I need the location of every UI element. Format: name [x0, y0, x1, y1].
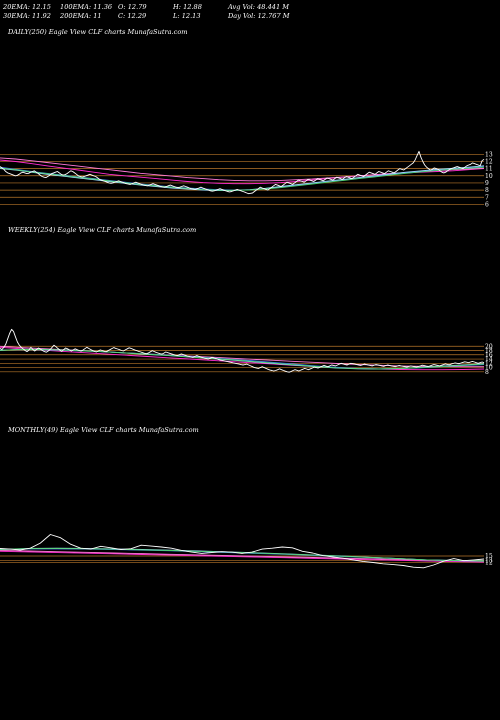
price-line [0, 534, 485, 569]
daily-panel-title: DAILY(250) Eagle View CLF charts MunafaS… [8, 28, 188, 36]
open-value: O: 12.79 [118, 3, 147, 11]
ema30-value: 30EMA: 11.92 [3, 12, 51, 20]
y-tick-label: 11 [485, 166, 493, 173]
indicator-header: 20EMA: 12.15 100EMA: 11.36 O: 12.79 H: 1… [0, 0, 500, 22]
ema200-value: 200EMA: 11 [60, 12, 102, 20]
y-tick-label: 6 [485, 201, 489, 208]
price-line [0, 150, 485, 195]
ema100-value: 100EMA: 11.36 [60, 3, 113, 11]
y-tick-label: 12 [485, 158, 493, 165]
price-line [0, 328, 485, 373]
ema-magenta-line [0, 550, 485, 563]
y-tick-label: 7 [485, 194, 489, 201]
y-tick-label: 13 [485, 557, 493, 564]
avg-volume-value: Avg Vol: 48.441 M [228, 3, 290, 11]
y-tick-label: 13 [485, 151, 493, 158]
y-tick-label: 12 [485, 559, 493, 566]
y-tick-label: 8 [485, 187, 489, 194]
y-tick-label: 12 [485, 360, 493, 367]
ema-magenta-line [0, 346, 485, 371]
ema-green-line [0, 548, 485, 562]
y-tick-label: 18 [485, 348, 493, 355]
y-tick-label: 10 [485, 365, 493, 372]
y-tick-label: 15 [485, 553, 493, 560]
ema-pink-line [0, 549, 485, 562]
high-value: H: 12.88 [173, 3, 202, 11]
day-volume-value: Day Vol: 12.767 M [228, 12, 290, 20]
ema-blue-line [0, 166, 485, 191]
y-tick-label: 8 [485, 369, 489, 376]
monthly-panel-title: MONTHLY(49) Eagle View CLF charts Munafa… [8, 426, 199, 434]
ema20-value: 20EMA: 12.15 [3, 3, 51, 11]
ema-green-line [0, 166, 485, 191]
y-tick-label: 10 [485, 173, 493, 180]
y-tick-label: 16 [485, 352, 493, 359]
y-tick-label: 20 [485, 343, 493, 350]
low-value: L: 12.13 [173, 12, 201, 20]
close-value: C: 12.29 [118, 12, 147, 20]
y-tick-label: 14 [485, 356, 493, 363]
weekly-panel-title: WEEKLY(254) Eagle View CLF charts Munafa… [8, 226, 197, 234]
y-tick-label: 9 [485, 180, 489, 187]
